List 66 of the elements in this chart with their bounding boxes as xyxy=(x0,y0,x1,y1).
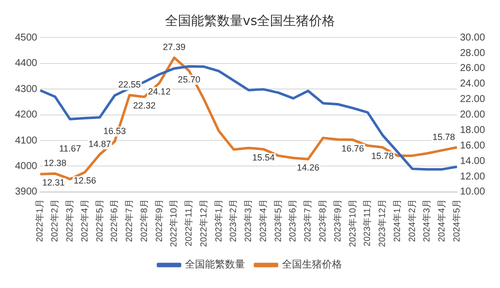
y-tick-label: 4200 xyxy=(14,110,38,121)
x-tick-label: 2022年5月 xyxy=(94,198,104,242)
x-tick-label: 2022年9月 xyxy=(154,198,164,242)
x-tick-label: 2023年4月 xyxy=(258,198,268,242)
data-label: 11.67 xyxy=(59,144,81,154)
y-tick-label: 4100 xyxy=(14,135,38,146)
y2-tick-label: 16.00 xyxy=(460,140,486,152)
x-tick-label: 2024年2月 xyxy=(406,198,417,242)
x-tick-label: 2024年1月 xyxy=(392,198,402,242)
y2-tick-label: 10.00 xyxy=(460,186,486,198)
x-tick-label: 2023年9月 xyxy=(332,198,342,242)
data-label: 25.70 xyxy=(178,74,200,84)
data-label: 16.53 xyxy=(103,126,126,136)
data-label: 14.87 xyxy=(88,138,112,149)
x-tick-label: 2023年11月 xyxy=(362,198,372,246)
y2-tick-label: 20.00 xyxy=(460,110,486,121)
data-label: 24.12 xyxy=(148,86,171,96)
x-tick-label: 2023年6月 xyxy=(288,198,298,242)
x-tick-label: 2022年10月 xyxy=(168,198,179,248)
x-tick-label: 2022年6月 xyxy=(109,198,120,242)
x-tick-label: 2022年3月 xyxy=(64,198,74,242)
data-label: 22.55 xyxy=(118,80,141,90)
y2-tick-label: 12.00 xyxy=(460,171,486,182)
chart-title: 全国能繁数量vs全国生猪价格 xyxy=(164,14,336,30)
x-tick-label: 2022年1月 xyxy=(34,198,45,242)
y-tick-label: 4500 xyxy=(14,32,38,44)
x-tick-label: 2024年5月 xyxy=(451,198,462,242)
x-tick-label: 2023年1月 xyxy=(213,198,224,242)
legend-label: 全国能繁数量 xyxy=(185,258,245,271)
y-tick-label: 4000 xyxy=(14,160,38,172)
data-label: 15.78 xyxy=(371,150,394,161)
x-tick-label: 2022年12月 xyxy=(198,198,208,248)
x-tick-label: 2022年2月 xyxy=(50,198,60,242)
x-tick-label: 2023年5月 xyxy=(272,198,283,242)
data-label: 15.78 xyxy=(432,132,455,142)
data-label: 12.56 xyxy=(74,176,96,186)
y2-tick-label: 24.00 xyxy=(460,78,486,90)
legend-label: 全国生猪价格 xyxy=(282,258,342,271)
y2-tick-label: 22.00 xyxy=(460,94,486,106)
x-tick-label: 2022年4月 xyxy=(79,198,90,242)
x-tick-label: 2023年7月 xyxy=(302,198,313,242)
x-tick-label: 2024年3月 xyxy=(422,198,432,242)
data-label: 12.31 xyxy=(42,178,65,188)
y-tick-label: 4300 xyxy=(14,84,38,95)
x-tick-label: 2023年10月 xyxy=(347,198,358,248)
data-label: 15.54 xyxy=(252,152,275,163)
data-label: 27.39 xyxy=(162,42,186,52)
data-label: 16.76 xyxy=(342,143,364,154)
x-tick-label: 2022年11月 xyxy=(184,198,194,246)
y2-tick-label: 14.00 xyxy=(460,156,486,167)
y2-tick-label: 26.00 xyxy=(460,63,486,74)
y-tick-label: 4400 xyxy=(14,58,38,70)
data-label: 14.26 xyxy=(296,162,320,173)
y-tick-label: 3900 xyxy=(14,186,38,198)
y2-tick-label: 28.00 xyxy=(460,48,486,59)
x-tick-label: 2023年8月 xyxy=(318,198,328,242)
x-tick-label: 2023年12月 xyxy=(377,198,388,248)
y2-tick-label: 18.00 xyxy=(460,124,486,136)
x-tick-label: 2023年2月 xyxy=(228,198,238,242)
x-tick-label: 2024年4月 xyxy=(436,198,447,242)
y2-tick-label: 30.00 xyxy=(460,32,486,44)
data-label: 22.32 xyxy=(133,100,156,110)
x-tick-label: 2022年7月 xyxy=(124,198,134,242)
data-label: 12.38 xyxy=(44,158,66,168)
x-tick-label: 2023年3月 xyxy=(243,198,254,242)
x-tick-label: 2022年8月 xyxy=(138,198,149,242)
